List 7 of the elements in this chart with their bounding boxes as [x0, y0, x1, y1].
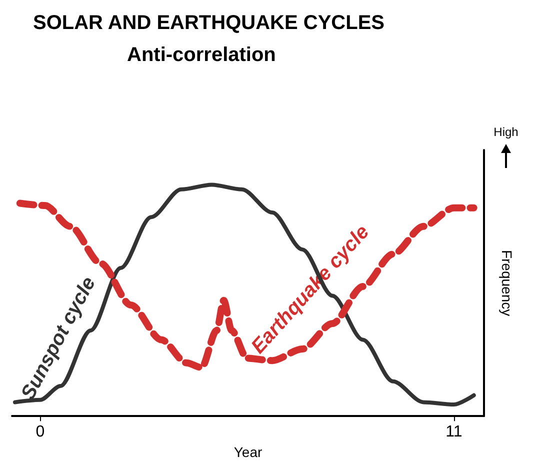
text: High: [494, 125, 518, 139]
y-axis-title: Frequency: [499, 250, 515, 316]
chart-subtitle: Anti-correlation: [127, 44, 276, 66]
x-tick-label: 0: [36, 424, 45, 441]
chart-title: SOLAR AND EARTHQUAKE CYCLES: [33, 12, 384, 34]
x-tick-label: 11: [446, 424, 462, 441]
x-axis-title: Year: [234, 444, 262, 460]
